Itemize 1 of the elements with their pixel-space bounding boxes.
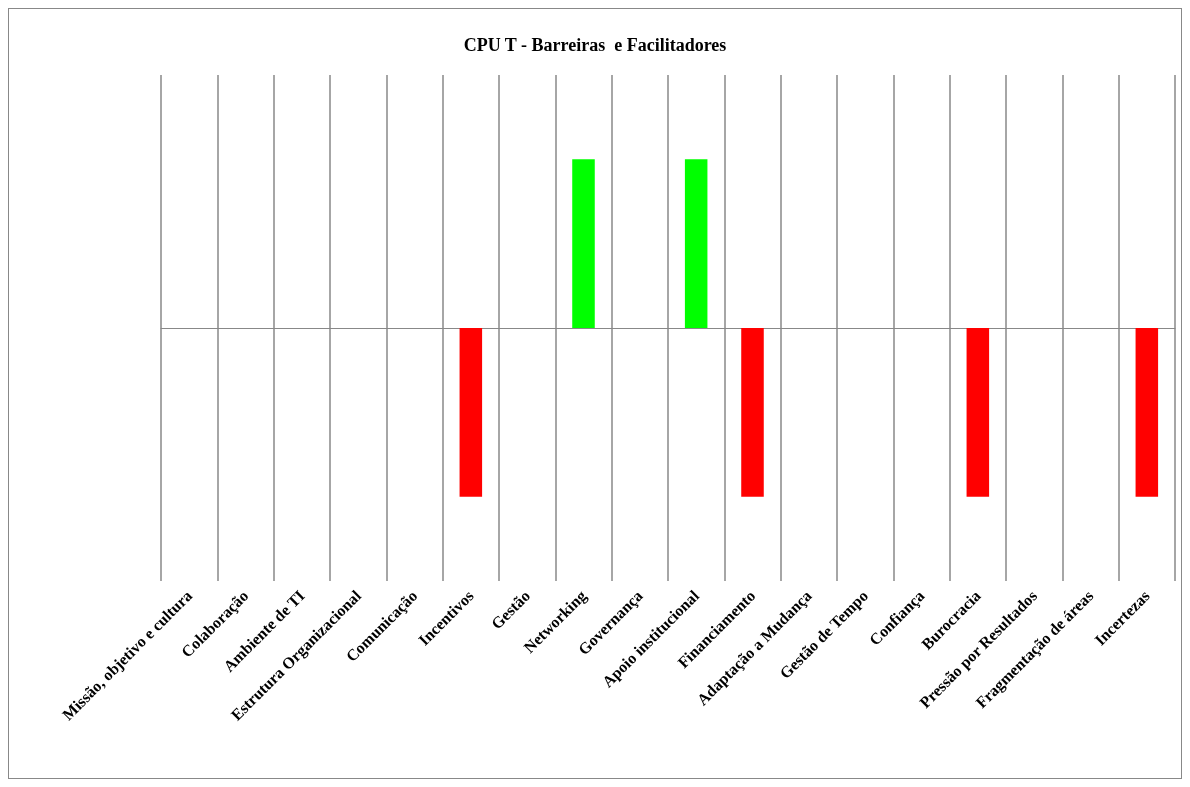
chart-title: CPU T - Barreiras e Facilitadores <box>463 35 727 55</box>
